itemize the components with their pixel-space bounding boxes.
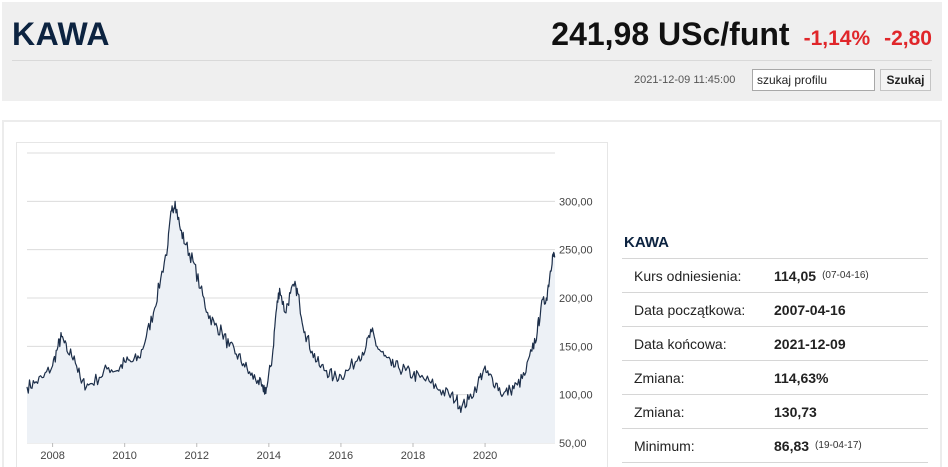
info-title: KAWA: [624, 234, 669, 251]
info-label: Zmiana:: [634, 369, 685, 386]
price-block: 241,98 USc/funt -1,14% -2,80: [551, 16, 932, 53]
y-tick-label: 50,00: [559, 438, 587, 450]
info-row: Data początkowa: 2007-04-16: [622, 293, 928, 327]
info-label: Data końcowa:: [634, 335, 727, 352]
price-line: [26, 200, 556, 413]
info-table: Kurs odniesienia: 114,05 (07-04-16) Data p…: [622, 258, 928, 463]
info-row: Zmiana: 130,73: [622, 395, 928, 429]
current-price: 241,98 USc/funt: [551, 16, 790, 52]
y-tick-label: 250,00: [559, 245, 593, 257]
info-note: (07-04-16): [822, 270, 869, 281]
profile-search-input[interactable]: [752, 69, 875, 91]
info-label: Kurs odniesienia:: [634, 267, 742, 284]
info-value: 86,83: [774, 437, 810, 454]
info-label: Data początkowa:: [634, 301, 746, 318]
x-tick-label: 2008: [40, 450, 64, 462]
change-percent: -1,14%: [803, 27, 871, 50]
x-tick-label: 2014: [257, 450, 281, 462]
info-label: Zmiana:: [634, 403, 685, 420]
content-panel: [2, 120, 942, 467]
quote-timestamp: 2021-12-09 11:45:00: [634, 74, 736, 86]
y-tick-label: 200,00: [559, 293, 593, 305]
price-area: [27, 201, 555, 443]
x-tick-label: 2016: [329, 450, 353, 462]
info-row: Data końcowa: 2021-12-09: [622, 327, 928, 361]
search-button[interactable]: Szukaj: [880, 69, 931, 91]
info-row: Kurs odniesienia: 114,05 (07-04-16): [622, 259, 928, 293]
instrument-title: KAWA: [12, 16, 110, 52]
info-value: 114,63%: [774, 369, 829, 386]
info-value: 2021-12-09: [774, 335, 846, 352]
y-tick-label: 100,00: [559, 390, 593, 402]
header-divider: [12, 60, 932, 61]
price-chart-svg: 50,00 100,00 150,00 200,00 250,00 300,00 2008 2…: [26, 152, 593, 462]
price-chart: 50,00 100,00 150,00 200,00 250,00 300,00 2008 2…: [16, 142, 608, 467]
info-value: 2007-04-16: [774, 301, 846, 318]
info-value: 130,73: [774, 403, 817, 420]
x-tick-label: 2018: [401, 450, 425, 462]
x-tick-label: 2012: [185, 450, 209, 462]
y-tick-label: 300,00: [559, 196, 593, 208]
info-row: Minimum: 86,83 (19-04-17): [622, 429, 928, 463]
info-note: (19-04-17): [815, 440, 862, 451]
info-value: 114,05: [774, 267, 817, 284]
x-tick-label: 2020: [473, 450, 497, 462]
x-tick-label: 2010: [112, 450, 136, 462]
quote-header: KAWA 241,98 USc/funt -1,14% -2,80: [2, 2, 942, 101]
info-label: Minimum:: [634, 437, 695, 454]
y-tick-label: 150,00: [559, 341, 593, 353]
change-absolute: -2,80: [884, 27, 932, 50]
info-row: Zmiana: 114,63%: [622, 361, 928, 395]
